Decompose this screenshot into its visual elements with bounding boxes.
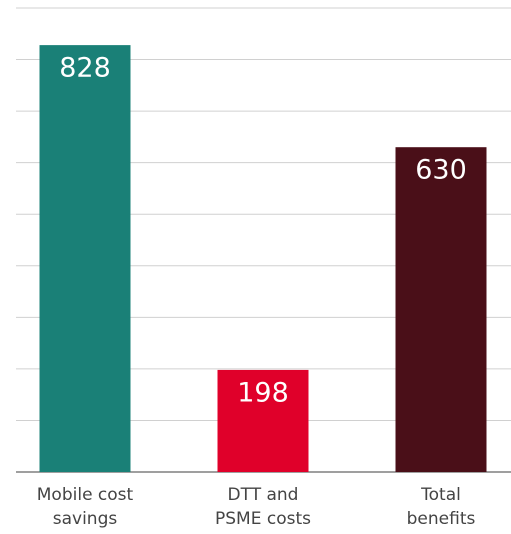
bar: [39, 45, 131, 473]
x-tick-label: Mobile cost savings: [36, 485, 134, 529]
bar: [217, 369, 309, 472]
value-label: 198: [237, 377, 289, 408]
x-tick-label: DTT and PSME costs: [215, 485, 311, 529]
value-label: 630: [415, 155, 467, 186]
value-label: 828: [59, 53, 111, 84]
x-tick-label: Total benefits: [406, 485, 476, 529]
bar: [395, 147, 487, 472]
